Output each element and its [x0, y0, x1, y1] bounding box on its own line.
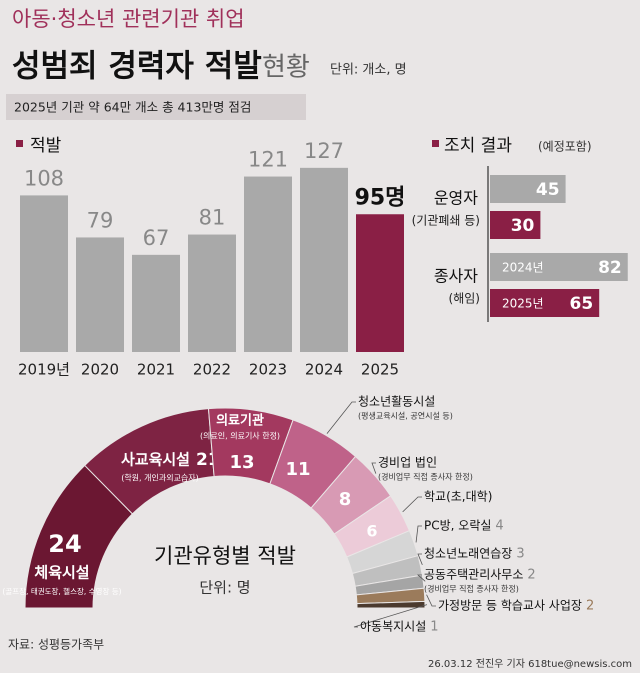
slice-label: 가정방문 등 학습교사 사업장: [438, 599, 582, 613]
value-label: 121: [248, 148, 288, 172]
pie-slice: [356, 600, 426, 609]
bar: [490, 211, 541, 239]
bar: [300, 167, 348, 352]
category-label: 운영자: [434, 189, 478, 208]
slice-label: 경비업 법인: [378, 456, 437, 470]
slice-label: 의료기관: [216, 413, 264, 429]
x-tick-label: 2024: [305, 361, 343, 379]
value-label: 45: [536, 180, 560, 200]
slice-value: 24: [48, 530, 81, 558]
x-tick-label: 2021: [137, 361, 175, 379]
slice-detail: (학원, 개인과외교습자): [121, 473, 199, 483]
value-label: 67: [143, 226, 170, 250]
slice-label: 청소년활동시설: [358, 395, 435, 409]
unit: 단위: 개소, 명: [330, 63, 407, 78]
slice-value: 3: [516, 547, 524, 562]
slice-label: 청소년노래연습장: [424, 547, 512, 561]
value-label: 127: [304, 139, 344, 163]
category-label: 종사자: [434, 267, 478, 286]
bar: [490, 175, 566, 203]
section-marker: [16, 140, 23, 147]
credit: 26.03.12 전진우 기자 618tue@newsis.com: [428, 658, 632, 670]
slice-value: 6: [366, 522, 377, 541]
bar: [490, 289, 600, 317]
x-tick-label: 2022: [193, 361, 231, 379]
slice-label: 사교육시설: [121, 451, 190, 469]
slice-detail: (골프장, 태권도장, 헬스장, 수영장 등): [2, 586, 121, 596]
value-label: 108: [24, 166, 64, 190]
slice-value: 8: [339, 489, 352, 510]
kicker: 아동·청소년 관련기관 취업: [12, 7, 245, 31]
bar: [188, 234, 236, 352]
leader-line: [402, 496, 422, 513]
hbar-subtitle: (예정포함): [538, 140, 592, 154]
slice-value: 13: [229, 452, 254, 473]
slice-detail: (경비업무 직접 종사자 한정): [378, 472, 473, 482]
leader-line: [326, 401, 356, 434]
x-tick-label: 2025: [361, 361, 399, 379]
slice-detail: (의료인, 의료기사 한정): [200, 431, 280, 441]
slice-detail: (경비업무 직접 종사자 한정): [424, 584, 519, 594]
bar-title: 적발: [30, 136, 62, 156]
bar: [20, 195, 68, 352]
title: 성범죄 경력자 적발: [12, 49, 262, 85]
value-label: 30: [511, 216, 535, 236]
leader-line: [416, 574, 426, 582]
slice-label: 공동주택관리사무소: [424, 568, 523, 582]
bar: [244, 176, 292, 352]
slice-label: 학교(초,대학): [424, 490, 492, 504]
slice-value: 1: [430, 620, 438, 635]
leader-line: [426, 594, 436, 607]
slice-label: 아동복지시설: [360, 620, 426, 634]
slice-value: 4: [495, 519, 503, 534]
bar: [132, 254, 180, 352]
x-tick-label: 2020: [81, 361, 119, 379]
value-label: 82: [598, 258, 622, 278]
slice-value: 11: [285, 459, 310, 480]
section-marker: [432, 140, 439, 147]
slice-label: PC방, 오락실: [424, 519, 491, 533]
pie-subtitle: 단위: 명: [199, 579, 250, 597]
hbar-title: 조치 결과: [444, 136, 512, 156]
slice-value: 2: [586, 599, 594, 614]
title-suffix: 현황: [262, 53, 310, 83]
bar: [76, 237, 124, 352]
x-tick-label: 2019년: [18, 361, 70, 379]
slice-detail: (평생교육시설, 공연시설 등): [358, 411, 453, 421]
source: 자료: 성평등가족부: [8, 638, 104, 652]
value-label: 65: [570, 294, 594, 314]
x-tick-label: 2023: [249, 361, 287, 379]
slice-value: 2: [527, 568, 535, 583]
category-detail: (기관폐쇄 등): [412, 214, 480, 228]
note: 2025년 기관 약 64만 개소 총 413만명 점검: [14, 100, 251, 115]
leader-line: [415, 525, 422, 543]
legend-label: 2024년: [502, 261, 544, 275]
bar: [490, 253, 628, 281]
leader-line: [353, 604, 428, 628]
slice-label: 체육시설: [34, 564, 89, 582]
value-label: 79: [87, 208, 114, 232]
value-label: 95명: [355, 185, 406, 210]
category-detail: (해임): [449, 292, 480, 306]
leader-line: [417, 553, 423, 566]
legend-label: 2025년: [502, 297, 544, 311]
pie-title: 기관유형별 적발: [154, 544, 296, 568]
leader-line: [371, 462, 377, 474]
note-box: [6, 94, 306, 120]
bar: [356, 214, 404, 352]
value-label: 81: [199, 206, 226, 230]
